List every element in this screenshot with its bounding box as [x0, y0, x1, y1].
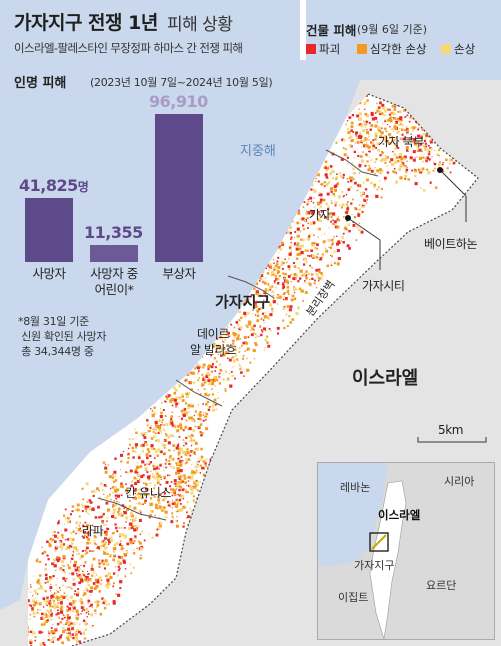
leader-line — [439, 169, 467, 197]
locator-jordan: 요르단 — [426, 579, 457, 592]
page-title: 가자지구 전쟁 1년 — [14, 12, 158, 34]
legend-label-1: 심각한 손상 — [370, 42, 427, 56]
bar-category-1: 사망자 중 어린이* — [90, 266, 138, 297]
bar-0 — [25, 198, 73, 262]
locator-highlight — [369, 532, 389, 552]
legend-swatch-1 — [357, 44, 367, 54]
region-label: 가자지구 — [215, 293, 271, 311]
place-khan-younis: 칸 유니스 — [125, 486, 171, 500]
casualties-title: 인명 피해 — [14, 76, 67, 91]
governorate-border — [175, 379, 223, 407]
country-label: 이스라엘 — [352, 368, 419, 389]
gaza-strip — [28, 94, 478, 646]
legend-swatch-2 — [441, 44, 451, 54]
governorate-border — [227, 275, 275, 299]
place-north-gaza: 가자 북부 — [378, 135, 424, 149]
bar-value-1: 11,355 — [84, 223, 143, 242]
separation-barrier — [71, 93, 479, 646]
governorate-border — [97, 497, 167, 521]
locator-sea — [318, 463, 388, 567]
place-gaza: 가자 — [309, 208, 331, 222]
bar-value-0: 41,825명 — [19, 176, 89, 195]
place-deir-al-balah: 데이르 알 발라흐 — [190, 326, 236, 358]
locator-gaza-label: 가자지구 — [354, 559, 395, 572]
bar-category-0: 사망자 — [32, 266, 66, 281]
scale-bar — [417, 437, 487, 443]
page-subtitle: 이스라엘-팔레스타인 무장정파 하마스 간 전쟁 피해 — [14, 41, 243, 55]
bar-value-2: 96,910 — [149, 92, 208, 111]
leader-line — [347, 217, 381, 241]
legend-note: (9월 6일 기준) — [357, 23, 428, 36]
bar-2 — [155, 114, 203, 262]
scale-label: 5km — [438, 423, 464, 437]
locator-syria: 시리아 — [444, 475, 475, 488]
bar-unit-0: 명 — [77, 180, 89, 194]
place-rafah: 라파 — [82, 524, 104, 538]
legend-swatch-0 — [306, 44, 316, 54]
locator-highlight-diag — [371, 534, 387, 550]
locator-inset: 레바논 시리아 이스라엘 가자지구 요르단 이집트 — [317, 462, 495, 640]
place-deir-al-balah-line1: 데이르 — [197, 327, 229, 341]
legend-label-2: 손상 — [454, 42, 476, 56]
place-gaza-city: 가자시티 — [362, 279, 405, 293]
locator-israel — [369, 480, 407, 639]
governorate-border — [325, 149, 379, 177]
legend-title: 건물 피해 — [306, 23, 357, 38]
beit-hanoun-marker — [437, 167, 443, 173]
legend-label-0: 파괴 — [319, 42, 341, 56]
locator-israel-label: 이스라엘 — [378, 508, 421, 522]
locator-lebanon: 레바논 — [340, 481, 371, 494]
bar-1 — [90, 245, 138, 262]
bar-category-2: 부상자 — [162, 266, 196, 281]
page-title-suffix: 피해 상황 — [167, 15, 233, 35]
locator-map — [318, 463, 407, 639]
sea-label: 지중해 — [240, 144, 276, 159]
gaza-city-marker — [345, 215, 351, 221]
locator-egypt: 이집트 — [338, 591, 369, 604]
casualties-period: (2023년 10월 7일~2024년 10월 5일) — [90, 76, 273, 89]
place-beit-hanoun: 베이트하논 — [424, 237, 478, 251]
place-deir-al-balah-line2: 알 발라흐 — [190, 343, 236, 357]
casualties-footnote: *8월 31일 기준 신원 확인된 사망자 총 34,344명 중 — [18, 315, 107, 358]
